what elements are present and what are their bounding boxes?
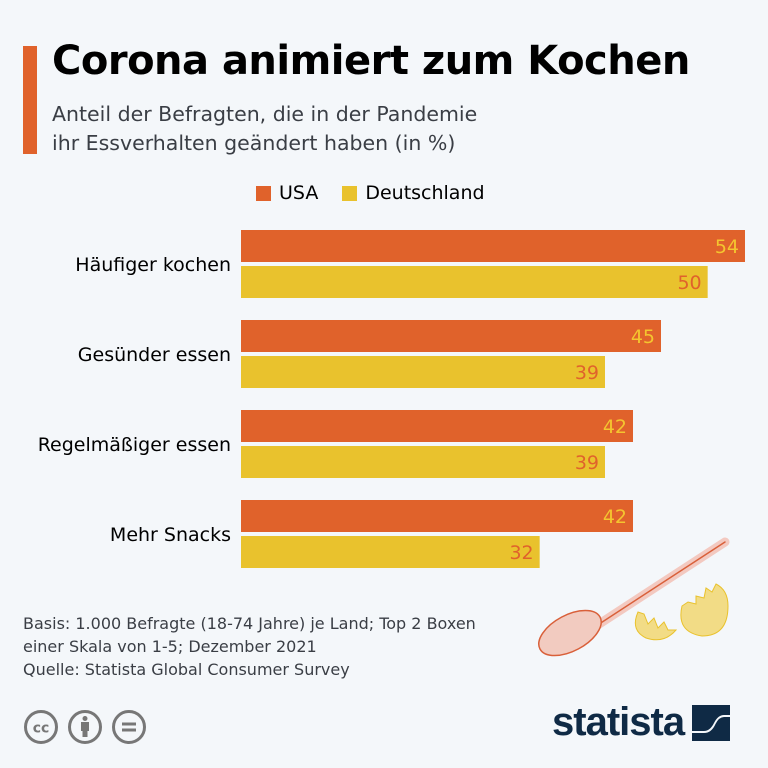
notes-line-2: einer Skala von 1-5; Dezember 2021 [23,637,317,656]
subtitle-line-1: Anteil der Befragten, die in der Pandemi… [52,102,478,126]
legend-swatch-deutschland [342,185,358,201]
eggshell-icon [634,583,729,641]
legend-item-deutschland: Deutschland [342,182,485,204]
statista-logo-text: statista [552,700,685,744]
bar-deutschland [241,536,540,568]
legend-label-deutschland: Deutschland [365,182,485,204]
legend-label-usa: USA [279,182,319,204]
bar-chart: Häufiger kochen 54 50 Gesünder essen 45 39 Reg… [38,230,745,568]
statista-logo[interactable]: statista [552,700,731,745]
page-title: Corona animiert zum Kochen [52,38,690,84]
source-text: Quelle: Statista Global Consumer Survey [23,660,350,679]
bar-usa [241,320,661,352]
category-label: Gesünder essen [78,344,231,366]
bar-deutschland [241,266,708,298]
no-derivatives-icon[interactable] [111,709,147,745]
value-label-deutschland: 39 [575,362,599,384]
value-label-deutschland: 39 [575,452,599,474]
bar-usa [241,500,633,532]
subtitle-line-2: ihr Essverhalten geändert haben (in %) [52,131,456,155]
legend-swatch-usa [256,185,271,201]
bar-usa [241,410,633,442]
category-label: Mehr Snacks [110,524,231,546]
bar-usa [241,230,745,262]
chart-notes: Basis: 1.000 Befragte (18-74 Jahre) je L… [23,612,543,658]
license-icons: cc [23,709,147,745]
value-label-usa: 45 [631,326,655,348]
spoon-and-eggshell-illustration [538,537,730,657]
attribution-icon[interactable] [67,709,103,745]
category-label: Regelmäßiger essen [38,434,231,456]
subtitle: Anteil der Befragten, die in der Pandemi… [52,100,612,158]
value-label-deutschland: 50 [677,272,701,294]
value-label-deutschland: 32 [509,542,533,564]
category-label: Häufiger kochen [75,254,231,276]
value-label-usa: 54 [715,236,739,258]
legend: USA Deutschland [256,182,509,204]
statista-logo-icon [692,704,731,741]
title-accent-bar [23,46,37,154]
spoon-icon [538,537,730,657]
value-label-usa: 42 [603,416,627,438]
cc-icon[interactable]: cc [23,709,59,745]
value-label-usa: 42 [603,506,627,528]
legend-item-usa: USA [256,182,318,204]
bar-deutschland [241,356,605,388]
svg-text:cc: cc [33,721,50,737]
bar-deutschland [241,446,605,478]
notes-line-1: Basis: 1.000 Befragte (18-74 Jahre) je L… [23,614,476,633]
